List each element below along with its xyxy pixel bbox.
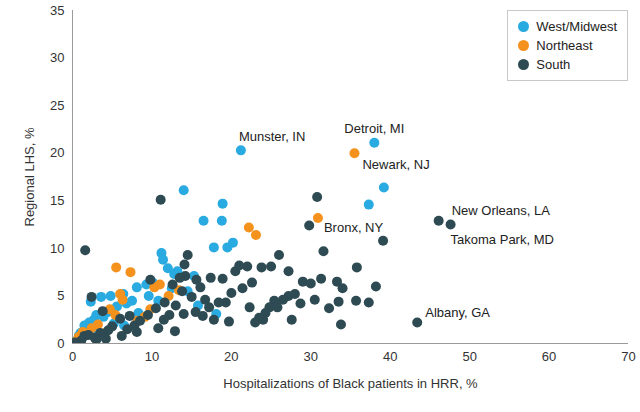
svg-text:20: 20 (224, 349, 238, 364)
svg-text:0: 0 (69, 349, 76, 364)
svg-text:50: 50 (462, 349, 476, 364)
html-text:South: South (536, 57, 571, 72)
svg-text:60: 60 (542, 349, 556, 364)
svg-text:Albany, GA: Albany, GA (425, 305, 490, 320)
svg-text:Detroit, MI: Detroit, MI (344, 121, 404, 136)
svg-text:Hospitalizations of Black pati: Hospitalizations of Black patients in HR… (223, 376, 478, 391)
svg-text:0: 0 (57, 336, 64, 351)
svg-text:40: 40 (383, 349, 397, 364)
svg-text:10: 10 (145, 349, 159, 364)
svg-text:5: 5 (57, 288, 64, 303)
svg-text:30: 30 (304, 349, 318, 364)
svg-text:10: 10 (50, 241, 64, 256)
html-text:West/Midwest: West/Midwest (536, 19, 617, 34)
svg-text:20: 20 (50, 145, 64, 160)
svg-text:Takoma Park, MD: Takoma Park, MD (451, 232, 554, 247)
svg-text:15: 15 (50, 193, 64, 208)
svg-text:70: 70 (621, 349, 635, 364)
svg-text:Bronx, NY: Bronx, NY (324, 220, 384, 235)
svg-text:35: 35 (50, 3, 64, 18)
svg-text:New Orleans, LA: New Orleans, LA (452, 203, 551, 218)
svg-text:Newark, NJ: Newark, NJ (362, 157, 429, 172)
svg-text:Munster, IN: Munster, IN (239, 129, 305, 144)
svg-text:Regional LHS, %: Regional LHS, % (22, 127, 37, 226)
svg-text:30: 30 (50, 50, 64, 65)
svg-text:25: 25 (50, 98, 64, 113)
html-text:Northeast: Northeast (536, 38, 593, 53)
